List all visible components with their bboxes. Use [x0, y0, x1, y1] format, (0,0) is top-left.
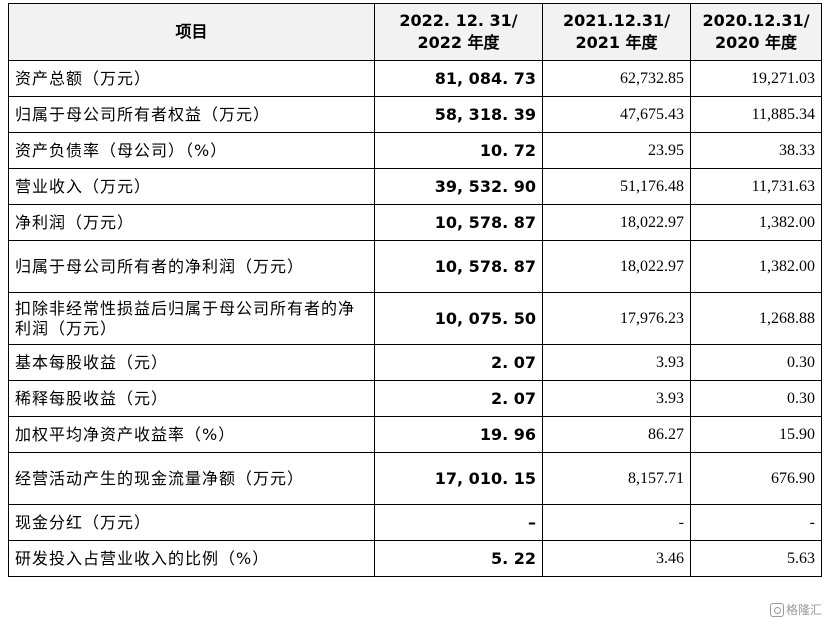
value-2022: 81, 084. 73	[374, 60, 543, 97]
value-2021: 18,022.97	[542, 240, 691, 293]
financial-summary-table: 项目 2022. 12. 31/ 2022 年度 2021.12.31/ 202…	[8, 3, 822, 577]
row-label: 营业收入（万元）	[8, 168, 375, 205]
header-2021: 2021.12.31/ 2021 年度	[542, 3, 691, 61]
header-2022-year: 2022 年度	[417, 33, 500, 52]
value-2021: 86.27	[542, 416, 691, 453]
value-2022: –	[374, 504, 543, 541]
value-2020: 19,271.03	[690, 60, 822, 97]
table-row: 净利润（万元） 10, 578. 87 18,022.97 1,382.00	[8, 204, 822, 241]
value-2020: 0.30	[690, 344, 822, 381]
value-2020: 15.90	[690, 416, 822, 453]
value-2021: 3.93	[542, 380, 691, 417]
table-row: 资产总额（万元） 81, 084. 73 62,732.85 19,271.03	[8, 60, 822, 97]
value-2022: 2. 07	[374, 380, 543, 417]
header-2021-year: 2021 年度	[575, 33, 658, 52]
header-row: 项目 2022. 12. 31/ 2022 年度 2021.12.31/ 202…	[8, 3, 822, 61]
value-2021: 62,732.85	[542, 60, 691, 97]
header-2020: 2020.12.31/ 2020 年度	[690, 3, 822, 61]
table-row: 资产负债率（母公司）（%） 10. 72 23.95 38.33	[8, 132, 822, 169]
row-label: 加权平均净资产收益率（%）	[8, 416, 375, 453]
value-2021: 17,976.23	[542, 292, 691, 345]
value-2020: 5.63	[690, 540, 822, 577]
value-2020: 38.33	[690, 132, 822, 169]
row-label: 净利润（万元）	[8, 204, 375, 241]
value-2021: 18,022.97	[542, 204, 691, 241]
value-2022: 17, 010. 15	[374, 452, 543, 505]
row-label: 归属于母公司所有者的净利润（万元）	[8, 240, 375, 293]
table-row: 基本每股收益（元） 2. 07 3.93 0.30	[8, 344, 822, 381]
watermark-logo-icon	[769, 602, 784, 617]
value-2020: 1,382.00	[690, 204, 822, 241]
value-2021: 47,675.43	[542, 96, 691, 133]
table-row: 经营活动产生的现金流量净额（万元） 17, 010. 15 8,157.71 6…	[8, 452, 822, 505]
value-2020: 0.30	[690, 380, 822, 417]
row-label: 归属于母公司所有者权益（万元）	[8, 96, 375, 133]
table-row: 现金分红（万元） – - -	[8, 504, 822, 541]
row-label: 资产总额（万元）	[8, 60, 375, 97]
value-2022: 10, 578. 87	[374, 204, 543, 241]
value-2020: 11,731.63	[690, 168, 822, 205]
row-label: 扣除非经常性损益后归属于母公司所有者的净利润（万元）	[8, 292, 375, 345]
value-2020: -	[690, 504, 822, 541]
value-2021: 8,157.71	[542, 452, 691, 505]
header-2020-year: 2020 年度	[714, 33, 798, 52]
value-2020: 676.90	[690, 452, 822, 505]
value-2022: 5. 22	[374, 540, 543, 577]
value-2021: 3.46	[542, 540, 691, 577]
value-2021: -	[542, 504, 691, 541]
table-row: 稀释每股收益（元） 2. 07 3.93 0.30	[8, 380, 822, 417]
value-2022: 2. 07	[374, 344, 543, 381]
value-2022: 19. 96	[374, 416, 543, 453]
value-2021: 3.93	[542, 344, 691, 381]
watermark-text: 格隆汇	[785, 603, 822, 617]
row-label: 经营活动产生的现金流量净额（万元）	[8, 452, 375, 505]
table-row: 归属于母公司所有者权益（万元） 58, 318. 39 47,675.43 11…	[8, 96, 822, 133]
row-label: 现金分红（万元）	[8, 504, 375, 541]
table-row: 营业收入（万元） 39, 532. 90 51,176.48 11,731.63	[8, 168, 822, 205]
value-2020: 11,885.34	[690, 96, 822, 133]
header-2022: 2022. 12. 31/ 2022 年度	[374, 3, 543, 61]
table-row: 扣除非经常性损益后归属于母公司所有者的净利润（万元） 10, 075. 50 1…	[8, 292, 822, 345]
header-2021-date: 2021.12.31/	[562, 11, 671, 30]
value-2021: 23.95	[542, 132, 691, 169]
value-2020: 1,268.88	[690, 292, 822, 345]
row-label: 基本每股收益（元）	[8, 344, 375, 381]
value-2020: 1,382.00	[690, 240, 822, 293]
value-2022: 10, 075. 50	[374, 292, 543, 345]
value-2022: 58, 318. 39	[374, 96, 543, 133]
row-label: 稀释每股收益（元）	[8, 380, 375, 417]
value-2022: 10. 72	[374, 132, 543, 169]
value-2021: 51,176.48	[542, 168, 691, 205]
watermark: 格隆汇	[769, 601, 822, 618]
table-row: 研发投入占营业收入的比例（%） 5. 22 3.46 5.63	[8, 540, 822, 577]
row-label: 资产负债率（母公司）（%）	[8, 132, 375, 169]
header-2022-date: 2022. 12. 31/	[399, 11, 518, 30]
value-2022: 10, 578. 87	[374, 240, 543, 293]
table-row: 归属于母公司所有者的净利润（万元） 10, 578. 87 18,022.97 …	[8, 240, 822, 293]
table-row: 加权平均净资产收益率（%） 19. 96 86.27 15.90	[8, 416, 822, 453]
header-2020-date: 2020.12.31/	[702, 11, 810, 30]
value-2022: 39, 532. 90	[374, 168, 543, 205]
row-label: 研发投入占营业收入的比例（%）	[8, 540, 375, 577]
header-item: 项目	[8, 3, 375, 61]
